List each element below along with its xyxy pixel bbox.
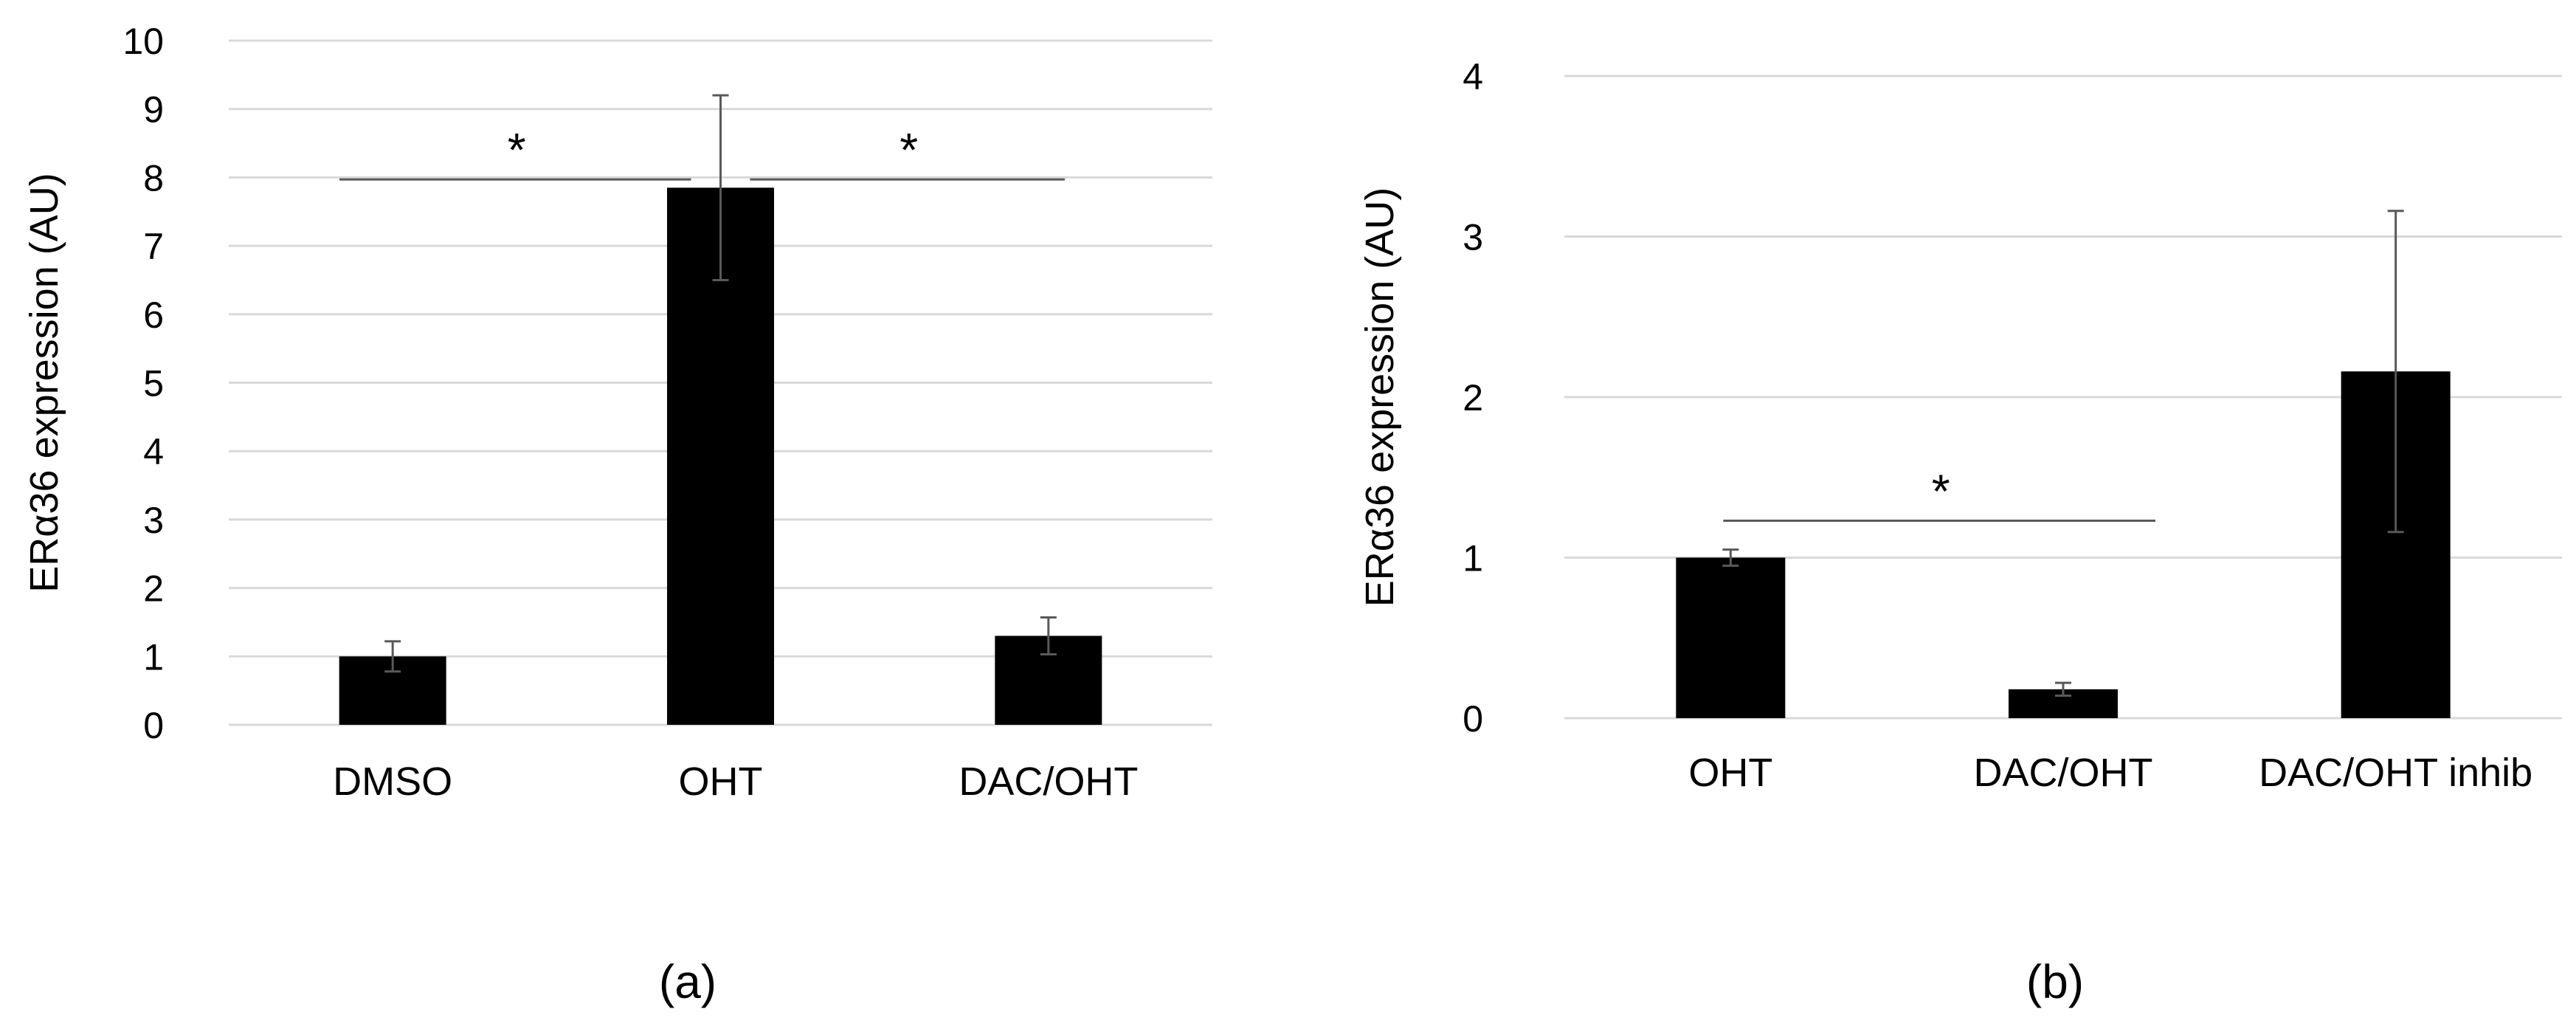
y-axis-title: ERα36 expression (AU) bbox=[1358, 187, 1402, 607]
y-tick-label: 4 bbox=[1463, 56, 1483, 97]
y-tick-label: 1 bbox=[1463, 538, 1483, 579]
category-label: OHT bbox=[1688, 751, 1772, 795]
y-tick-label: 1 bbox=[143, 636, 164, 678]
y-tick-label: 6 bbox=[143, 294, 164, 336]
category-label: DMSO bbox=[333, 760, 452, 804]
panel-label: (a) bbox=[659, 955, 716, 1008]
significance-star: * bbox=[508, 123, 526, 176]
y-tick-label: 0 bbox=[143, 705, 164, 746]
error-bar bbox=[384, 640, 401, 673]
y-tick-label: 9 bbox=[143, 89, 164, 131]
y-tick-label: 10 bbox=[122, 21, 164, 62]
y-tick-label: 0 bbox=[1463, 698, 1483, 740]
category-label: DAC/OHT bbox=[1974, 751, 2153, 795]
chart-a: 0 1 2 3 4 5 6 7 8 9 10 DMSO OHT DAC/OHT * * ERα36 expres… bbox=[22, 21, 1212, 1008]
category-label: DAC/OHT bbox=[959, 760, 1138, 804]
y-tick-label: 7 bbox=[143, 226, 164, 267]
bar bbox=[1676, 557, 1786, 718]
y-tick-label: 5 bbox=[143, 363, 164, 404]
error-bar bbox=[712, 94, 729, 281]
y-tick-label: 2 bbox=[1463, 377, 1483, 418]
chart-b: 0 1 2 3 4 OHT DAC/OHT DAC/OHT inhib * ERα36 expre… bbox=[1358, 56, 2562, 1008]
y-tick-label: 3 bbox=[143, 500, 164, 541]
significance-star: * bbox=[899, 123, 918, 176]
category-label: OHT bbox=[679, 760, 763, 804]
error-bar bbox=[2055, 681, 2071, 698]
panel-label: (b) bbox=[2026, 955, 2084, 1008]
error-bar bbox=[1722, 548, 1739, 567]
y-tick-label: 4 bbox=[143, 431, 164, 472]
y-axis-title: ERα36 expression (AU) bbox=[22, 173, 66, 592]
y-tick-label: 8 bbox=[143, 157, 164, 199]
error-bar bbox=[1040, 616, 1057, 656]
significance-star: * bbox=[1932, 464, 1950, 517]
category-label: DAC/OHT inhib bbox=[2259, 751, 2532, 795]
y-tick-label: 3 bbox=[1463, 217, 1483, 258]
error-bar bbox=[2387, 210, 2404, 534]
y-tick-label: 2 bbox=[143, 568, 164, 610]
